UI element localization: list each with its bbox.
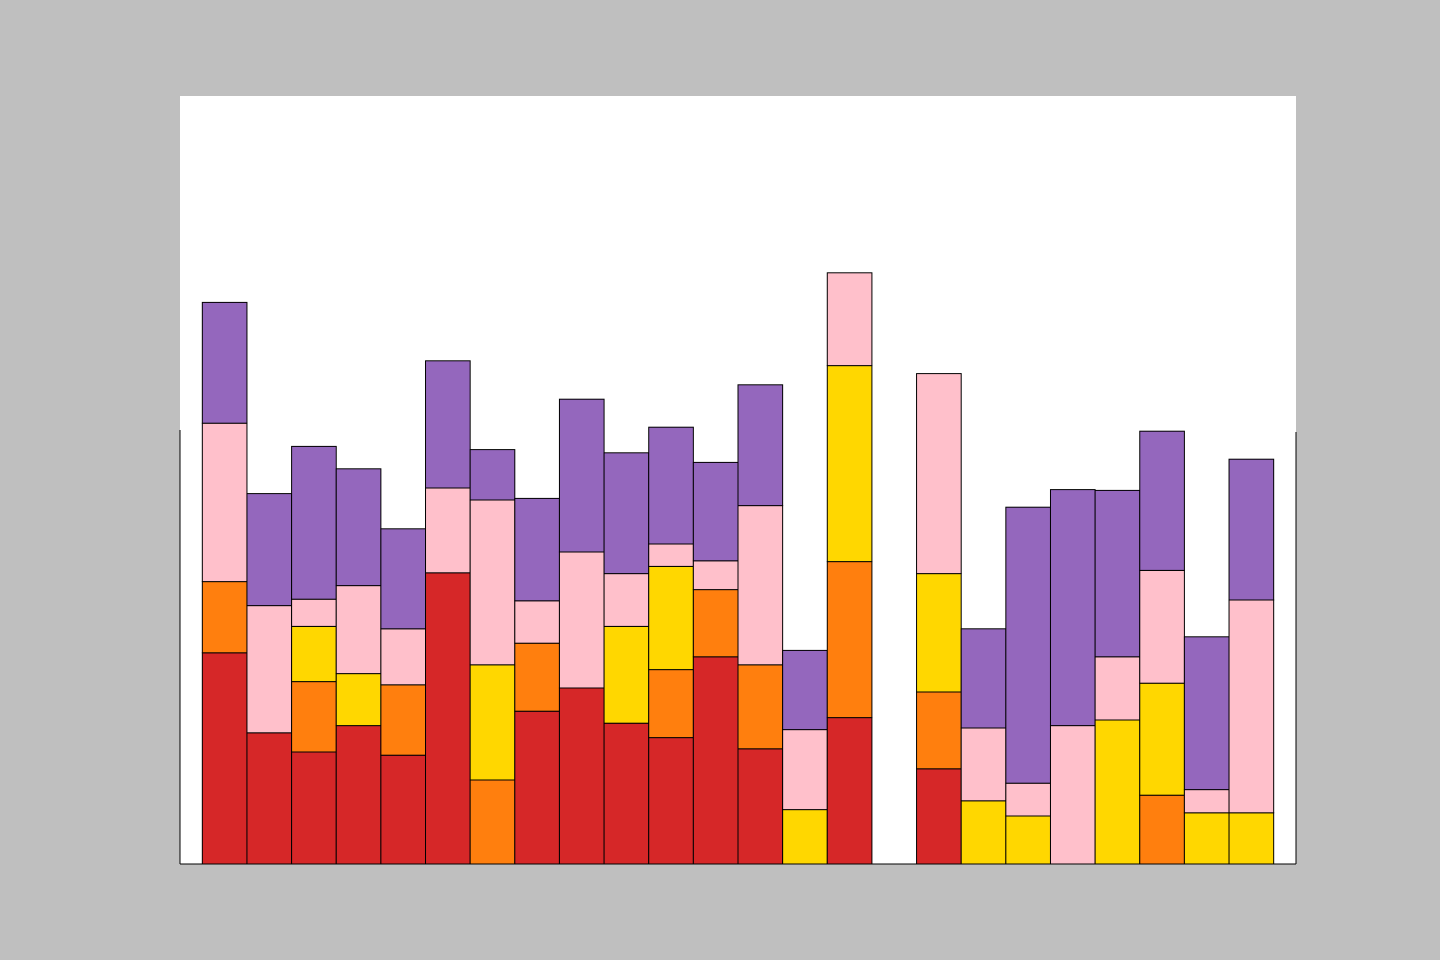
bar-segment bbox=[960, 800, 1007, 865]
bar-segment bbox=[1228, 599, 1275, 814]
bar-segment bbox=[201, 422, 248, 583]
bar-segment bbox=[737, 748, 784, 865]
bar-segment bbox=[1228, 458, 1275, 601]
bar-segment bbox=[1094, 489, 1141, 658]
bar-segment bbox=[558, 551, 605, 689]
bar-segment bbox=[737, 384, 784, 507]
bar-segment bbox=[648, 565, 694, 671]
bar-segment bbox=[648, 543, 694, 567]
bar-segment bbox=[291, 681, 337, 753]
bar-segment bbox=[246, 605, 293, 734]
bar-segment bbox=[1183, 636, 1230, 791]
bar-segment bbox=[201, 652, 248, 865]
bar-segment bbox=[469, 499, 516, 666]
bar-segment bbox=[603, 452, 650, 575]
bar-segment bbox=[1139, 430, 1185, 571]
bar-segment bbox=[1005, 815, 1051, 865]
bar-segment bbox=[826, 272, 873, 367]
bar-segment bbox=[692, 589, 739, 658]
bar-segment bbox=[737, 505, 784, 666]
bar-segment bbox=[335, 673, 382, 727]
bar-segment bbox=[1139, 794, 1185, 865]
bar-segment bbox=[960, 727, 1007, 802]
bar-segment bbox=[335, 585, 382, 675]
bars bbox=[201, 272, 1275, 865]
bar-segment bbox=[514, 710, 560, 865]
bar-segment bbox=[1183, 789, 1230, 814]
bar-segment bbox=[692, 656, 739, 865]
bar-segment bbox=[1049, 725, 1096, 865]
bar-segment bbox=[380, 528, 427, 630]
bar-segment bbox=[960, 628, 1007, 729]
bar-segment bbox=[425, 360, 471, 489]
bar-segment bbox=[1094, 719, 1141, 865]
bar-segment bbox=[648, 426, 694, 545]
bar-segment bbox=[916, 768, 962, 865]
bar-segment bbox=[469, 664, 516, 781]
bar-segment bbox=[514, 642, 560, 712]
bar-segment bbox=[291, 445, 337, 600]
bar-segment bbox=[1094, 656, 1141, 721]
bar-segment bbox=[1005, 506, 1051, 784]
bar-segment bbox=[335, 725, 382, 865]
bar-segment bbox=[737, 664, 784, 750]
bar-segment bbox=[692, 461, 739, 562]
bar-segment bbox=[916, 573, 962, 693]
bar-segment bbox=[291, 751, 337, 865]
bar-segment bbox=[469, 779, 516, 865]
bar-segment bbox=[246, 493, 293, 607]
bar-segment bbox=[558, 687, 605, 865]
bar-segment bbox=[558, 398, 605, 553]
bar-segment bbox=[291, 625, 337, 683]
bar-segment bbox=[648, 737, 694, 865]
bar-segment bbox=[1228, 812, 1275, 865]
bar-segment bbox=[782, 809, 828, 865]
bar-segment bbox=[335, 468, 382, 587]
bar-segment bbox=[916, 373, 962, 575]
bar-segment bbox=[782, 649, 828, 731]
bar-segment bbox=[425, 572, 471, 865]
bar-segment bbox=[1139, 682, 1185, 796]
bar-segment bbox=[603, 573, 650, 627]
bar-segment bbox=[514, 497, 560, 602]
bar-segment bbox=[603, 722, 650, 865]
bar-segment bbox=[469, 449, 516, 501]
bar-segment bbox=[603, 625, 650, 724]
bar-segment bbox=[201, 581, 248, 654]
bar-segment bbox=[692, 560, 739, 591]
bar-segment bbox=[826, 365, 873, 563]
bar-segment bbox=[826, 717, 873, 865]
bar-segment bbox=[291, 598, 337, 627]
bar-segment bbox=[826, 561, 873, 719]
bar-segment bbox=[514, 600, 560, 644]
bar-segment bbox=[380, 628, 427, 686]
bar-segment bbox=[246, 732, 293, 865]
bar-segment bbox=[782, 729, 828, 811]
bar-segment bbox=[201, 301, 248, 424]
bar-segment bbox=[648, 669, 694, 739]
bar-segment bbox=[1183, 812, 1230, 865]
bar-segment bbox=[425, 487, 471, 574]
bar-segment bbox=[1005, 782, 1051, 817]
bar-segment bbox=[1139, 569, 1185, 684]
bar-segment bbox=[916, 691, 962, 770]
bar-segment bbox=[380, 754, 427, 865]
bar-segment bbox=[1049, 489, 1096, 727]
bar-segment bbox=[380, 684, 427, 756]
